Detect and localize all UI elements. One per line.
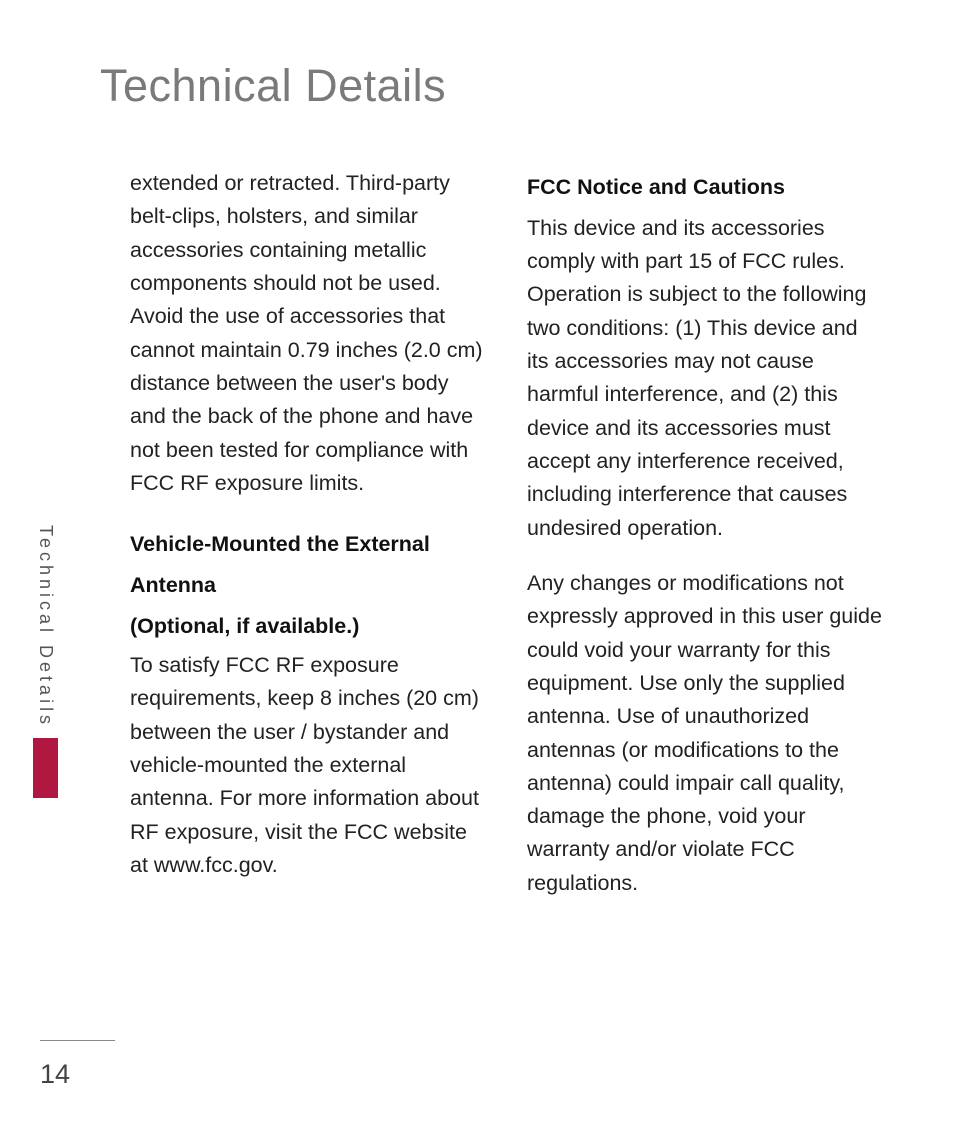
- sidebar-label: Technical Details: [35, 525, 56, 728]
- section-heading-antenna: Vehicle-Mounted the External Antenna: [130, 524, 487, 606]
- page-title: Technical Details: [100, 60, 884, 112]
- body-paragraph: This device and its accessories comply w…: [527, 212, 884, 545]
- sub-heading-optional: (Optional, if available.): [130, 610, 487, 643]
- page-footer: 14: [40, 1040, 115, 1090]
- sidebar-tab: Technical Details: [33, 525, 58, 798]
- body-paragraph: Any changes or modifications not express…: [527, 567, 884, 900]
- page-container: Technical Details Technical Details exte…: [0, 0, 954, 1145]
- content-columns: extended or retracted. Third-party belt-…: [130, 167, 884, 922]
- section-heading-fcc: FCC Notice and Cautions: [527, 167, 884, 208]
- right-column: FCC Notice and Cautions This device and …: [527, 167, 884, 922]
- page-number: 14: [40, 1059, 70, 1090]
- footer-divider: [40, 1040, 115, 1041]
- sidebar-accent-bar: [33, 738, 58, 798]
- body-paragraph: To satisfy FCC RF exposure requirements,…: [130, 649, 487, 882]
- left-column: extended or retracted. Third-party belt-…: [130, 167, 487, 922]
- body-paragraph: extended or retracted. Third-party belt-…: [130, 167, 487, 500]
